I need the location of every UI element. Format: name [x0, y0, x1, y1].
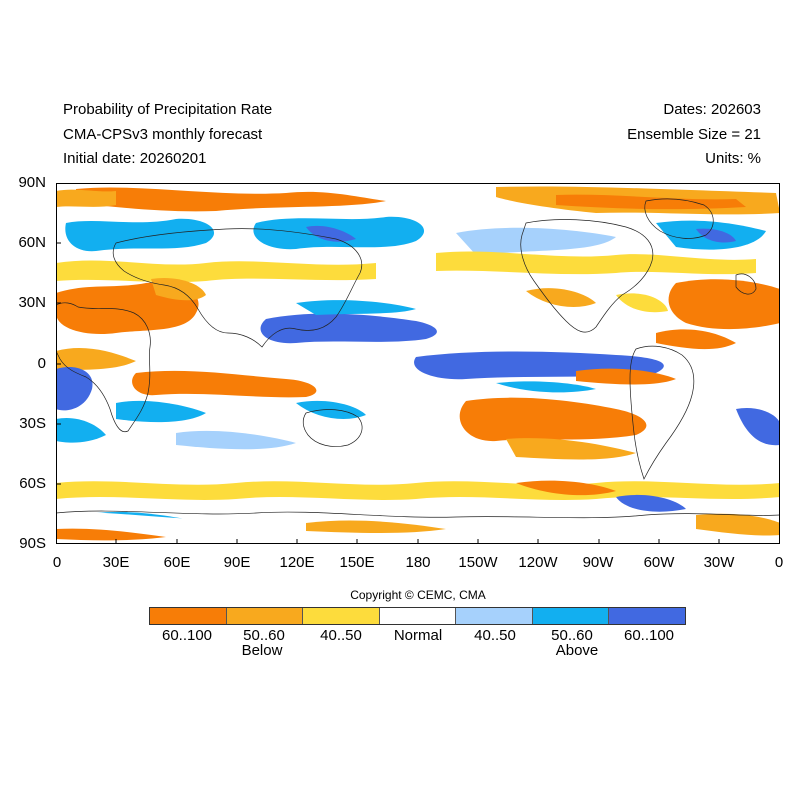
lon-label: 30W: [703, 554, 735, 571]
lon-label: 90E: [223, 554, 251, 571]
legend-label: 60..100: [161, 627, 213, 644]
lat-label: 90S: [19, 535, 46, 552]
legend-label: 40..50: [320, 627, 362, 644]
lon-label: 60W: [643, 554, 675, 571]
lon-label: 0: [52, 554, 62, 571]
lat-label: 30N: [18, 294, 46, 311]
probability-field: [56, 186, 780, 544]
legend-above-label: Above: [555, 642, 599, 659]
lat-label: 30S: [19, 415, 46, 432]
legend-swatch: [226, 608, 304, 624]
legend-swatch: [456, 608, 533, 624]
lon-label: 120E: [279, 554, 315, 571]
probability-map: [56, 183, 780, 544]
lat-label: 0: [37, 355, 46, 372]
lon-label: 120W: [518, 554, 558, 571]
map-title: Probability of Precipitation Rate: [63, 101, 273, 118]
axis-ticks: [56, 183, 720, 544]
legend-swatch: [150, 608, 227, 624]
copyright-notice: Copyright © CEMC, CMA: [350, 588, 486, 602]
legend-label: 50..60: [243, 627, 285, 644]
initial-date: Initial date: 20260201: [63, 150, 207, 167]
lon-label: 0: [774, 554, 784, 571]
lat-label: 60N: [18, 234, 46, 251]
model-name: CMA-CPSv3 monthly forecast: [63, 126, 263, 143]
lon-label: 60E: [163, 554, 191, 571]
color-legend: [149, 607, 686, 625]
lon-label: 150E: [339, 554, 375, 571]
lon-label: 90W: [582, 554, 614, 571]
forecast-dates: Dates: 202603: [663, 101, 761, 118]
legend-label: 40..50: [474, 627, 516, 644]
lon-label: 30E: [102, 554, 130, 571]
coastlines: [56, 198, 780, 519]
lon-label: 150W: [458, 554, 498, 571]
legend-swatch: [609, 608, 686, 624]
lat-label: 60S: [19, 475, 46, 492]
lat-label: 90N: [18, 174, 46, 191]
legend-label: 60..100: [623, 627, 675, 644]
legend-below-label: Below: [241, 642, 283, 659]
legend-swatch: [379, 608, 457, 624]
lon-label: 180: [405, 554, 431, 571]
units-label: Units: %: [705, 150, 761, 167]
legend-label: Normal: [393, 627, 443, 644]
legend-swatch: [303, 608, 380, 624]
ensemble-size: Ensemble Size = 21: [627, 126, 761, 143]
legend-swatch: [532, 608, 610, 624]
legend-label: 50..60: [551, 627, 593, 644]
